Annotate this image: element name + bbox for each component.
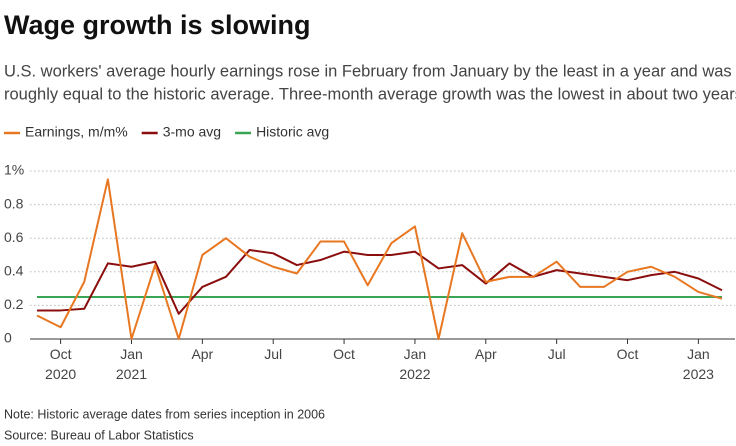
legend-label: Historic avg (256, 124, 329, 140)
x-tick-label: Apr (191, 346, 213, 362)
chart-title: Wage growth is slowing (4, 10, 311, 40)
x-tick-label: Oct (333, 346, 355, 362)
y-tick-label: 0.8 (4, 195, 24, 211)
x-tick-label: Jan 2022 (399, 346, 430, 382)
y-tick-label: 1% (4, 162, 24, 178)
series-line (37, 248, 723, 315)
y-tick-label: 0.6 (4, 229, 24, 245)
note: Note: Historic average dates from series… (4, 407, 325, 421)
x-tick-label: Apr (475, 346, 497, 362)
x-tick-label: Oct (617, 346, 639, 362)
legend-label: 3-mo avg (163, 124, 221, 140)
legend-label: Earnings, m/m% (25, 124, 128, 140)
x-tick-label: Jan 2023 (683, 346, 714, 382)
chart-subtitle: U.S. workers' average hourly earnings ro… (4, 62, 732, 80)
x-tick-label: Jan 2021 (116, 346, 147, 382)
x-tick-label: Jul (548, 346, 566, 362)
source: Source: Bureau of Labor Statistics (4, 428, 194, 442)
series-line (36, 178, 723, 340)
y-tick-label: 0 (4, 330, 12, 346)
x-tick-label: Jul (264, 346, 282, 362)
y-tick-label: 0.4 (4, 263, 24, 279)
chart-subtitle: roughly equal to the historic average. T… (4, 85, 736, 103)
y-tick-label: 0.2 (4, 296, 24, 312)
x-tick-label: Oct 2020 (45, 346, 76, 382)
